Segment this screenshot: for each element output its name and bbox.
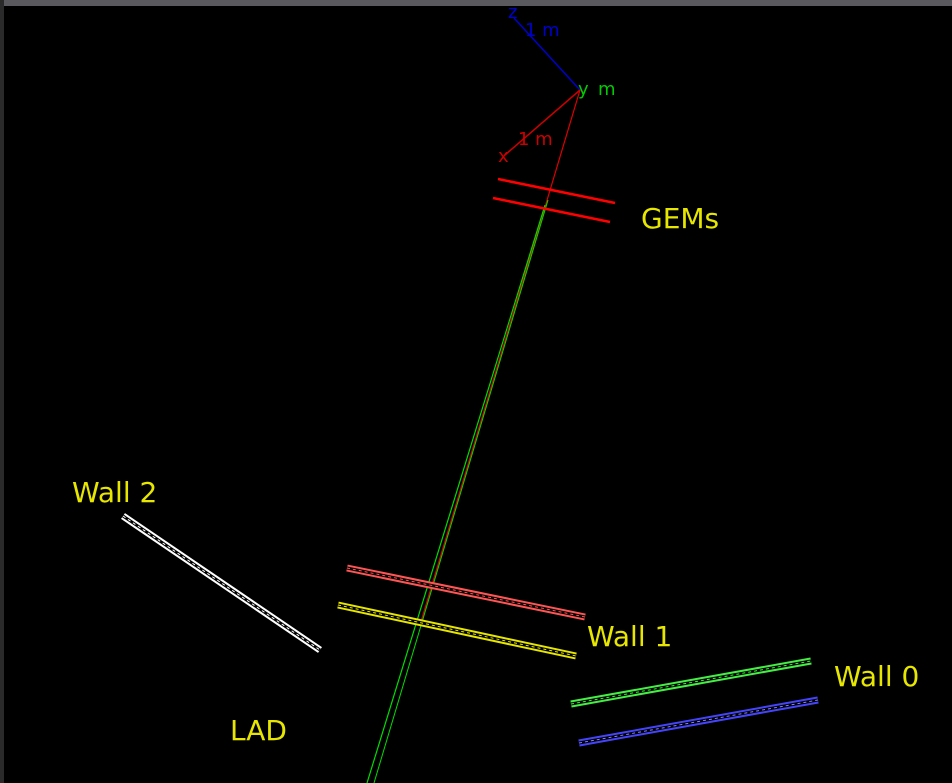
lad-label: LAD [230, 714, 287, 747]
wall-2-label: Wall 2 [72, 476, 157, 509]
wall-2-bar [121, 513, 322, 653]
x-axis [504, 89, 581, 156]
y-scale: m [598, 79, 616, 100]
left-edge [0, 0, 4, 783]
y-label: y [578, 79, 589, 100]
gem-plane [492, 196, 611, 224]
wall-1-label: Wall 1 [587, 620, 672, 653]
wall-0-green-bar [570, 657, 812, 708]
x-scale: 1 m [518, 129, 553, 150]
track-red [419, 89, 581, 626]
wall-1-yellow-bar [337, 601, 577, 660]
gems-label: GEMs [641, 202, 719, 235]
z-scale: 1 m [525, 20, 560, 41]
track-green-2 [373, 199, 549, 783]
z-label: z [508, 2, 517, 23]
z-axis [513, 17, 581, 91]
wall-0-label: Wall 0 [834, 660, 919, 693]
wall-1-red-bar [346, 564, 586, 621]
wall-0-blue-bar [578, 696, 819, 747]
top-bar [0, 0, 952, 6]
x-label: x [498, 146, 509, 167]
track-green [366, 204, 546, 783]
gem-plane [497, 177, 616, 205]
